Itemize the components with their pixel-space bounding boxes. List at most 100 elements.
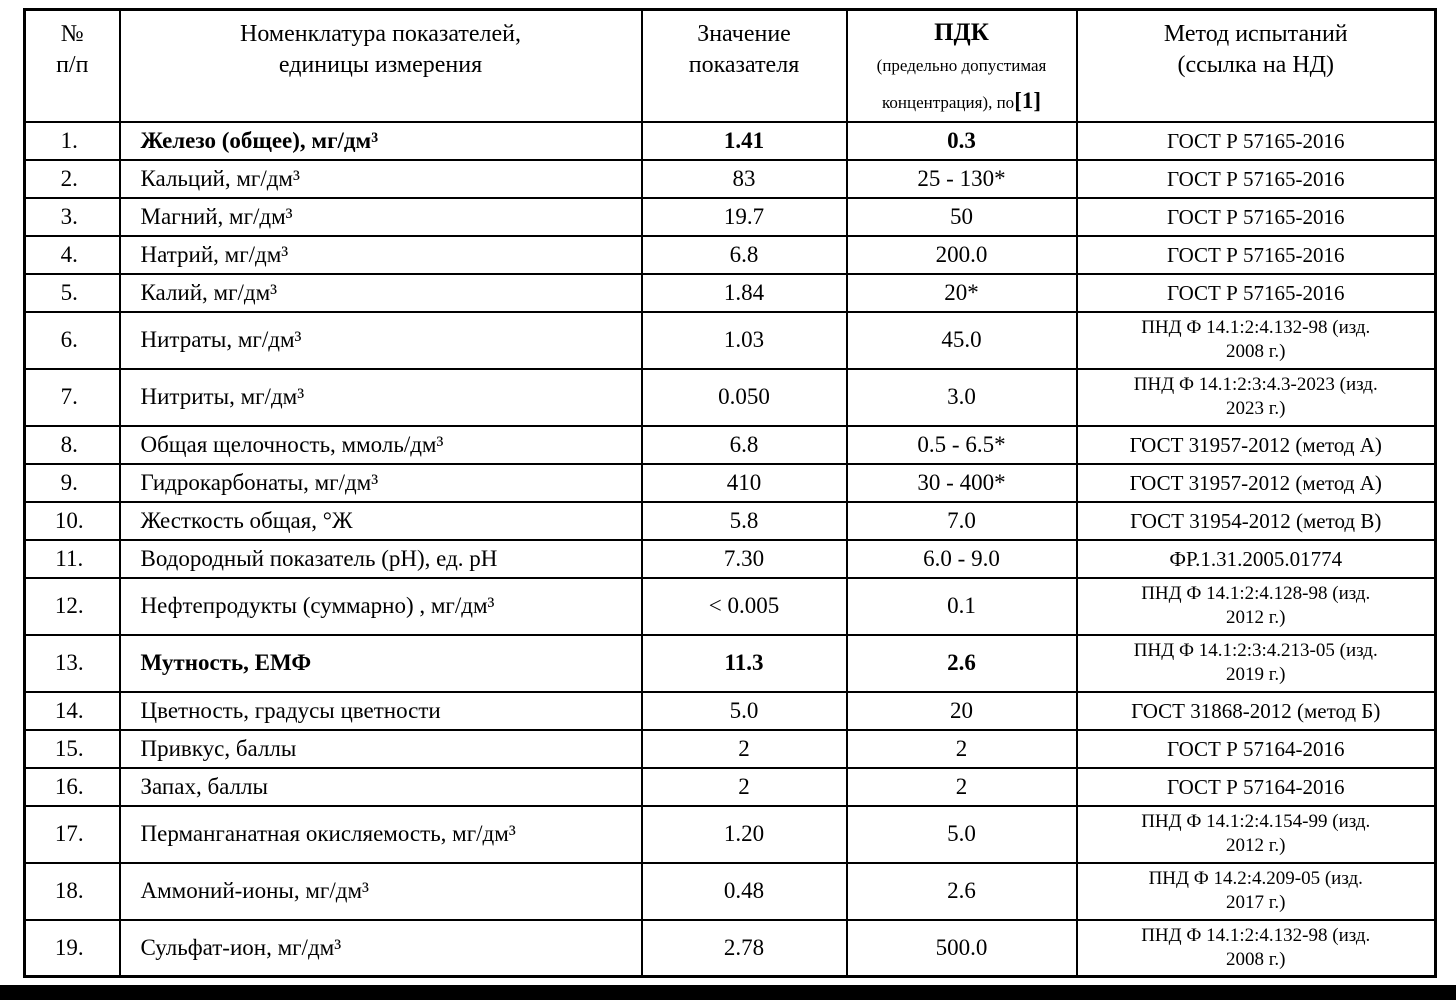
header-number-line2: п/п [56, 52, 89, 79]
pdk-limit-cell: 2.6 [845, 633, 1078, 693]
row-number-cell: 16. [23, 766, 121, 807]
test-method-cell: ПНД Ф 14.1:2:4.128-98 (изд. 2012 г.) [1075, 576, 1437, 636]
parameter-name-cell: Цветность, градусы цветности [118, 690, 643, 731]
test-method-cell: ПНД Ф 14.2:4.209-05 (изд. 2017 г.) [1075, 861, 1437, 921]
pdk-limit-cell: 25 - 130* [845, 158, 1078, 199]
measured-value-cell: 5.8 [640, 500, 848, 541]
pdk-limit-cell: 7.0 [845, 500, 1078, 541]
table-row: 2. Кальций, мг/дм³ 83 25 - 130* ГОСТ Р 57165… [23, 158, 1437, 199]
row-number-cell: 14. [23, 690, 121, 731]
column-header-value: Значение показателя [640, 8, 848, 123]
parameter-name-cell: Жесткость общая, °Ж [118, 500, 643, 541]
pdk-subtitle: (предельно допустимая концентрация), по[… [849, 52, 1075, 120]
row-number-cell: 15. [23, 728, 121, 769]
header-method-line1: Метод испытаний [1163, 21, 1348, 47]
table-row: 14. Цветность, градусы цветности 5.0 20 ГОСТ… [23, 690, 1437, 731]
test-method-cell: ГОСТ 31957-2012 (метод А) [1075, 462, 1437, 503]
measured-value-cell: 1.20 [640, 804, 848, 864]
table-row: 3. Магний, мг/дм³ 19.7 50 ГОСТ Р 57165-2016 [23, 196, 1437, 237]
pdk-limit-cell: 200.0 [845, 234, 1078, 275]
table-row: 8. Общая щелочность, ммоль/дм³ 6.8 0.5 - 6.… [23, 424, 1437, 465]
row-number-cell: 6. [23, 310, 121, 370]
row-number-cell: 19. [23, 918, 121, 978]
parameter-name-cell: Магний, мг/дм³ [118, 196, 643, 237]
pdk-limit-cell: 0.1 [845, 576, 1078, 636]
parameter-name-cell: Калий, мг/дм³ [118, 272, 643, 313]
row-number-cell: 5. [23, 272, 121, 313]
page-bottom-edge [0, 985, 1456, 1000]
test-method-cell: ГОСТ Р 57165-2016 [1075, 158, 1437, 199]
table-row: 19. Сульфат-ион, мг/дм³ 2.78 500.0 ПНД Ф 14.… [23, 918, 1437, 978]
measured-value-cell: 1.03 [640, 310, 848, 370]
table-body: 1. Железо (общее), мг/дм³ 1.41 0.3 ГОСТ Р 57… [23, 120, 1437, 978]
measured-value-cell: 2 [640, 766, 848, 807]
measured-value-cell: 11.3 [640, 633, 848, 693]
parameter-name-cell: Запах, баллы [118, 766, 643, 807]
table-row: 10. Жесткость общая, °Ж 5.8 7.0 ГОСТ 31954-2… [23, 500, 1437, 541]
parameter-name-cell: Общая щелочность, ммоль/дм³ [118, 424, 643, 465]
measured-value-cell: < 0.005 [640, 576, 848, 636]
row-number-cell: 13. [23, 633, 121, 693]
pdk-limit-cell: 45.0 [845, 310, 1078, 370]
column-header-nomenclature: Номенклатура показателей, единицы измере… [118, 8, 643, 123]
pdk-limit-cell: 50 [845, 196, 1078, 237]
test-method-cell: ФР.1.31.2005.01774 [1075, 538, 1437, 579]
table-row: 5. Калий, мг/дм³ 1.84 20* ГОСТ Р 57165-2016 [23, 272, 1437, 313]
parameter-name-cell: Нитраты, мг/дм³ [118, 310, 643, 370]
pdk-subtitle-line1: (предельно допустимая [876, 55, 1047, 75]
row-number-cell: 18. [23, 861, 121, 921]
pdk-limit-cell: 5.0 [845, 804, 1078, 864]
parameter-name-cell: Привкус, баллы [118, 728, 643, 769]
test-method-cell: ПНД Ф 14.1:2:4.154-99 (изд. 2012 г.) [1075, 804, 1437, 864]
measured-value-cell: 410 [640, 462, 848, 503]
header-nomenclature-line2: единицы измерения [278, 52, 483, 79]
measured-value-cell: 6.8 [640, 424, 848, 465]
test-method-cell: ПНД Ф 14.1:2:3:4.3-2023 (изд. 2023 г.) [1075, 367, 1437, 427]
table-row: 16. Запах, баллы 2 2 ГОСТ Р 57164-2016 [23, 766, 1437, 807]
measured-value-cell: 19.7 [640, 196, 848, 237]
test-method-cell: ГОСТ Р 57164-2016 [1075, 728, 1437, 769]
table-row: 17. Перманганатная окисляемость, мг/дм³ 1.… [23, 804, 1437, 864]
header-value-line2: показателя [688, 52, 800, 79]
row-number-cell: 9. [23, 462, 121, 503]
parameter-name-cell: Сульфат-ион, мг/дм³ [118, 918, 643, 978]
test-method-cell: ПНД Ф 14.1:2:3:4.213-05 (изд. 2019 г.) [1075, 633, 1437, 693]
parameter-name-cell: Нефтепродукты (суммарно) , мг/дм³ [118, 576, 643, 636]
table-row: 18. Аммоний-ионы, мг/дм³ 0.48 2.6 ПНД Ф 14.2… [23, 861, 1437, 921]
row-number-cell: 10. [23, 500, 121, 541]
row-number-cell: 7. [23, 367, 121, 427]
parameter-name-cell: Перманганатная окисляемость, мг/дм³ [118, 804, 643, 864]
test-method-cell: ПНД Ф 14.1:2:4.132-98 (изд. 2008 г.) [1075, 310, 1437, 370]
row-number-cell: 2. [23, 158, 121, 199]
test-method-cell: ГОСТ 31868-2012 (метод Б) [1075, 690, 1437, 731]
test-method-cell: ГОСТ Р 57165-2016 [1075, 196, 1437, 237]
pdk-limit-cell: 0.3 [845, 120, 1078, 161]
pdk-limit-cell: 2 [845, 728, 1078, 769]
table-row: 15. Привкус, баллы 2 2 ГОСТ Р 57164-2016 [23, 728, 1437, 769]
parameter-name-cell: Кальций, мг/дм³ [118, 158, 643, 199]
row-number-cell: 1. [23, 120, 121, 161]
table-row: 6. Нитраты, мг/дм³ 1.03 45.0 ПНД Ф 14.1:2:4.… [23, 310, 1437, 370]
parameter-name-cell: Водородный показатель (pH), ед. pH [118, 538, 643, 579]
measured-value-cell: 0.48 [640, 861, 848, 921]
table-row: 4. Натрий, мг/дм³ 6.8 200.0 ГОСТ Р 57165-201… [23, 234, 1437, 275]
header-row: № п/п Номенклатура показателей, единицы … [23, 8, 1437, 123]
table-row: 9. Гидрокарбонаты, мг/дм³ 410 30 - 400* ГОСТ… [23, 462, 1437, 503]
table-row: 7. Нитриты, мг/дм³ 0.050 3.0 ПНД Ф 14.1:2:3:… [23, 367, 1437, 427]
table-row: 11. Водородный показатель (pH), ед. pH 7.3… [23, 538, 1437, 579]
pdk-limit-cell: 20 [845, 690, 1078, 731]
measured-value-cell: 83 [640, 158, 848, 199]
test-method-cell: ГОСТ Р 57165-2016 [1075, 234, 1437, 275]
column-header-number: № п/п [23, 8, 121, 123]
measured-value-cell: 6.8 [640, 234, 848, 275]
parameter-name-cell: Железо (общее), мг/дм³ [118, 120, 643, 161]
column-header-method: Метод испытаний (ссылка на НД) [1075, 8, 1437, 123]
table-row: 12. Нефтепродукты (суммарно) , мг/дм³ < 0.… [23, 576, 1437, 636]
pdk-title: ПДК [934, 19, 989, 46]
parameter-name-cell: Нитриты, мг/дм³ [118, 367, 643, 427]
pdk-limit-cell: 30 - 400* [845, 462, 1078, 503]
pdk-limit-cell: 500.0 [845, 918, 1078, 978]
measured-value-cell: 5.0 [640, 690, 848, 731]
test-method-cell: ГОСТ 31954-2012 (метод В) [1075, 500, 1437, 541]
pdk-limit-cell: 6.0 - 9.0 [845, 538, 1078, 579]
